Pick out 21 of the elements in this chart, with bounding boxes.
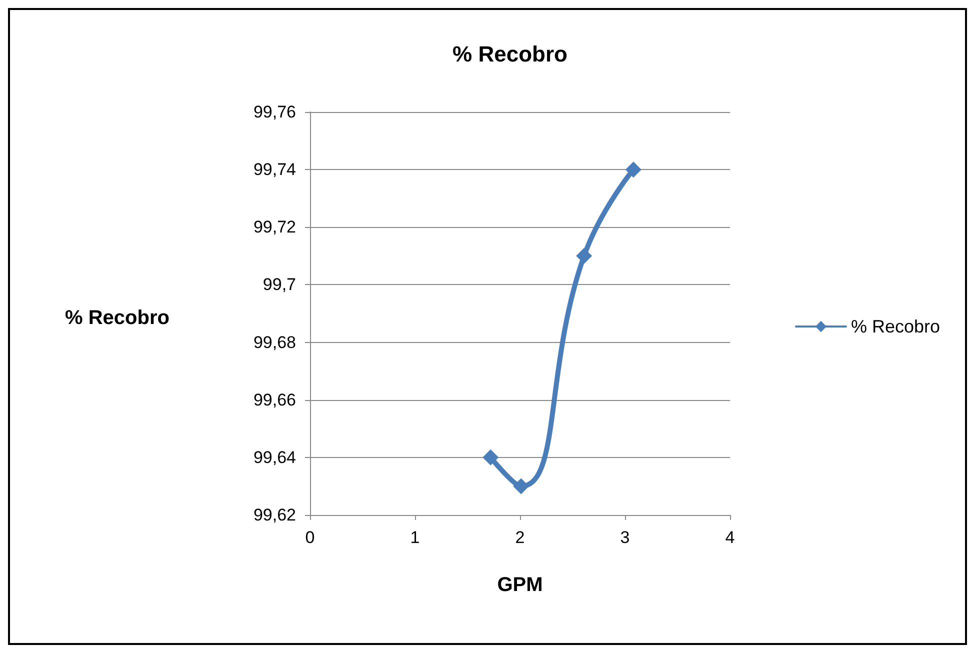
y-tick-label: 99,68	[253, 332, 296, 352]
point	[576, 248, 592, 264]
x-tick-label: 1	[410, 528, 420, 547]
y-tick-label: 99,74	[253, 160, 296, 180]
x-tick-label: 3	[620, 528, 630, 547]
point	[625, 162, 642, 178]
y-tick-label: 99,76	[253, 102, 296, 122]
y-tick-label: 99,62	[253, 506, 296, 524]
point	[482, 449, 499, 466]
chart-title: % Recobro	[452, 42, 568, 66]
legend-label: % Recobro	[850, 316, 940, 336]
y-axis-title: % Recobro	[65, 307, 170, 329]
y-tick-label: 99,7	[262, 275, 296, 294]
x-axis-title: GPM	[497, 574, 543, 596]
x-tick-label: 0	[305, 528, 315, 547]
y-tick-label: 99,72	[253, 218, 296, 237]
y-tick-label: 99,64	[253, 448, 296, 467]
x-tick-label: 2	[515, 528, 525, 547]
point	[513, 478, 530, 494]
x-tick-label: 4	[725, 528, 735, 547]
y-tick-label: 99,66	[253, 390, 296, 410]
